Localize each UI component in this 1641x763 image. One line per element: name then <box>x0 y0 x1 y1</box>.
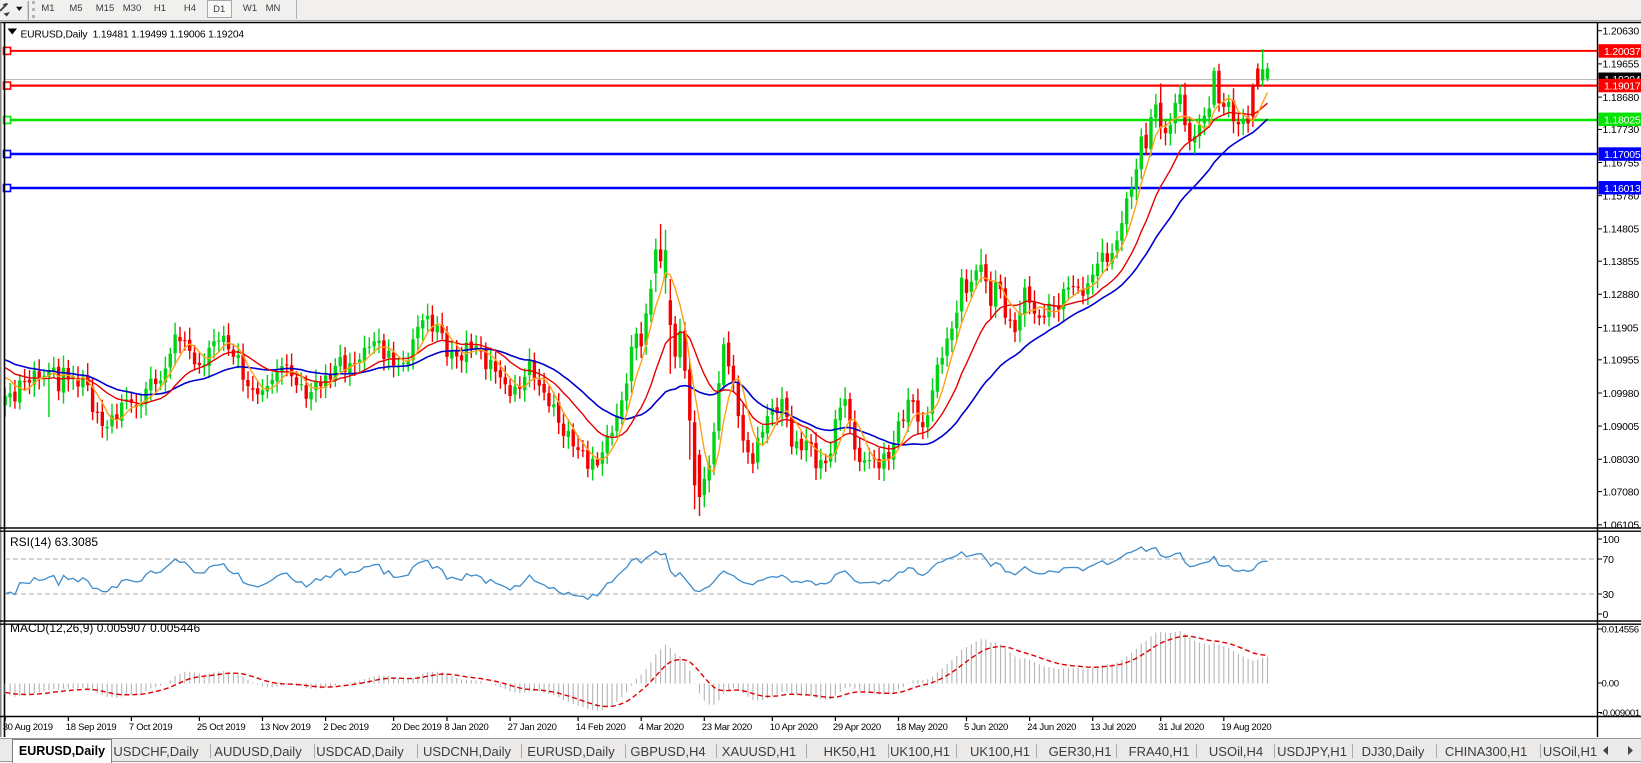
svg-text:70: 70 <box>1603 554 1615 566</box>
svg-text:1.08030: 1.08030 <box>1603 454 1640 466</box>
svg-text:7 Oct 2019: 7 Oct 2019 <box>129 722 172 733</box>
svg-text:25 Oct 2019: 25 Oct 2019 <box>197 722 245 733</box>
svg-text:1.11905: 1.11905 <box>1603 322 1639 334</box>
svg-text:20 Dec 2019: 20 Dec 2019 <box>391 722 442 733</box>
svg-text:1.09005: 1.09005 <box>1603 421 1640 433</box>
svg-text:13 Nov 2019: 13 Nov 2019 <box>260 722 311 733</box>
svg-text:14 Feb 2020: 14 Feb 2020 <box>576 722 626 733</box>
svg-text:1.12880: 1.12880 <box>1603 289 1640 301</box>
svg-text:4 Mar 2020: 4 Mar 2020 <box>639 722 684 733</box>
svg-text:31 Jul 2020: 31 Jul 2020 <box>1158 722 1204 733</box>
svg-text:13 Jul 2020: 13 Jul 2020 <box>1090 722 1136 733</box>
svg-text:1.09980: 1.09980 <box>1603 388 1640 400</box>
svg-text:1.20037: 1.20037 <box>1604 46 1641 58</box>
svg-text:29 Apr 2020: 29 Apr 2020 <box>833 722 881 733</box>
svg-text:1.20630: 1.20630 <box>1603 26 1640 38</box>
svg-text:MACD(12,26,9) 0.005907 0.00544: MACD(12,26,9) 0.005907 0.005446 <box>10 621 200 635</box>
svg-text:1.14805: 1.14805 <box>1603 224 1640 236</box>
svg-text:8 Jan 2020: 8 Jan 2020 <box>445 722 489 733</box>
svg-text:0.014556: 0.014556 <box>1602 625 1639 636</box>
svg-text:100: 100 <box>1603 534 1620 546</box>
svg-text:1.16013: 1.16013 <box>1604 183 1641 195</box>
svg-text:10 Apr 2020: 10 Apr 2020 <box>770 722 818 733</box>
svg-text:2 Dec 2019: 2 Dec 2019 <box>323 722 369 733</box>
svg-text:18 Sep 2019: 18 Sep 2019 <box>66 722 117 733</box>
svg-text:-0.009001: -0.009001 <box>1600 708 1640 719</box>
svg-text:RSI(14) 63.3085: RSI(14) 63.3085 <box>10 535 98 549</box>
svg-text:30: 30 <box>1603 589 1615 601</box>
svg-text:24 Jun 2020: 24 Jun 2020 <box>1027 722 1076 733</box>
svg-text:30 Aug 2019: 30 Aug 2019 <box>3 722 53 733</box>
svg-text:1.19017: 1.19017 <box>1604 81 1641 93</box>
svg-text:5 Jun 2020: 5 Jun 2020 <box>964 722 1008 733</box>
svg-text:27 Jan 2020: 27 Jan 2020 <box>508 722 557 733</box>
svg-text:1.17005: 1.17005 <box>1604 149 1641 161</box>
svg-text:1.07080: 1.07080 <box>1603 486 1640 498</box>
svg-text:1.13855: 1.13855 <box>1603 256 1640 268</box>
svg-text:1.19655: 1.19655 <box>1603 59 1640 71</box>
svg-text:0.00: 0.00 <box>1602 679 1619 690</box>
svg-text:1.18025: 1.18025 <box>1604 114 1641 126</box>
svg-text:18 May 2020: 18 May 2020 <box>896 722 948 733</box>
svg-text:23 Mar 2020: 23 Mar 2020 <box>702 722 752 733</box>
svg-text:19 Aug 2020: 19 Aug 2020 <box>1221 722 1271 733</box>
svg-text:0: 0 <box>1603 609 1609 621</box>
svg-text:1.10955: 1.10955 <box>1603 355 1640 367</box>
svg-text:EURUSD,Daily 1.19481 1.19499: EURUSD,Daily 1.19481 1.19499 1.19006 1.1… <box>21 30 245 41</box>
svg-text:1.18680: 1.18680 <box>1603 92 1640 104</box>
svg-text:1.06105: 1.06105 <box>1603 520 1640 532</box>
